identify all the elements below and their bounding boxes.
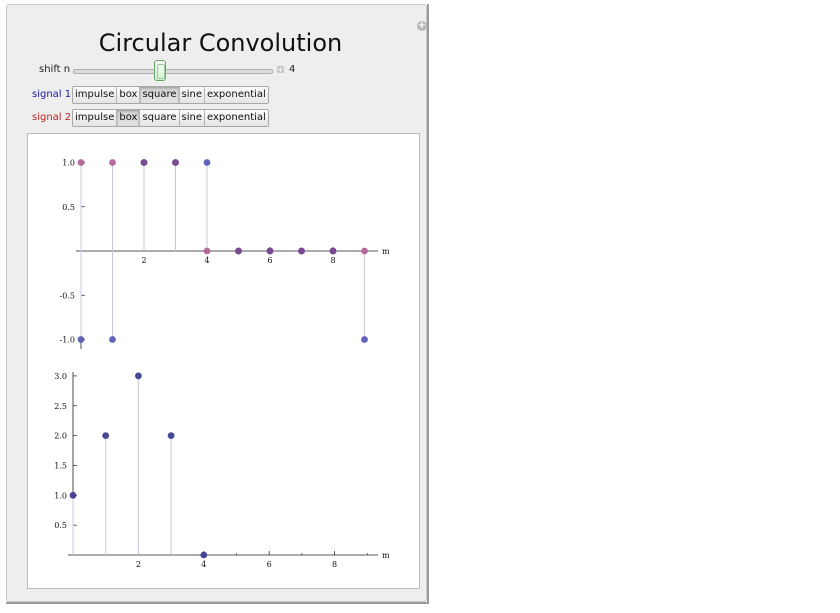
signal2-exponential-button[interactable]: exponential bbox=[205, 110, 268, 126]
data-point bbox=[77, 336, 85, 343]
x-tick-label: 2 bbox=[136, 560, 141, 569]
x-tick-label: 4 bbox=[201, 560, 206, 569]
data-point bbox=[109, 336, 116, 343]
data-point bbox=[329, 247, 337, 255]
y-tick-label: 1.5 bbox=[54, 461, 67, 470]
y-tick-label: -1.0 bbox=[60, 336, 75, 345]
options-plus-icon[interactable]: + bbox=[417, 20, 427, 31]
data-point bbox=[203, 247, 211, 255]
x-axis-label: m bbox=[382, 551, 390, 560]
y-tick-label: 0.5 bbox=[62, 203, 75, 212]
data-point bbox=[361, 247, 368, 255]
data-point bbox=[172, 159, 179, 166]
data-point bbox=[69, 491, 77, 499]
x-tick-label: 6 bbox=[267, 256, 272, 265]
data-point bbox=[167, 432, 175, 439]
data-point bbox=[135, 372, 142, 380]
x-tick-label: 8 bbox=[330, 256, 335, 265]
y-tick-label: -0.5 bbox=[60, 291, 75, 300]
signal2-impulse-button[interactable]: impulse bbox=[73, 110, 118, 126]
panel-title: Circular Convolution bbox=[98, 29, 343, 57]
signal1-impulse-button[interactable]: impulse bbox=[73, 87, 118, 103]
signal2-label: signal 2 bbox=[32, 112, 72, 123]
data-point bbox=[361, 336, 368, 343]
data-point bbox=[102, 432, 110, 439]
data-point bbox=[109, 159, 116, 166]
data-point bbox=[266, 247, 274, 255]
signal1-square-button[interactable]: square bbox=[140, 87, 180, 103]
signal2-sine-button[interactable]: sine bbox=[179, 110, 205, 126]
x-tick-label: 2 bbox=[141, 256, 146, 265]
y-tick-label: 2.0 bbox=[54, 432, 67, 441]
signal2-square-button[interactable]: square bbox=[140, 110, 180, 126]
signal1-box-button[interactable]: box bbox=[117, 87, 141, 103]
slider-expand-icon[interactable]: + bbox=[277, 65, 284, 74]
shift-slider-thumb[interactable] bbox=[154, 60, 167, 81]
shift-slider-track[interactable] bbox=[73, 69, 273, 74]
y-tick-label: 0.5 bbox=[54, 521, 67, 530]
data-point bbox=[200, 551, 208, 559]
y-tick-label: 1.0 bbox=[54, 491, 67, 500]
signal2-buttons: impulse box square sine exponential bbox=[72, 109, 269, 127]
panel-shadow bbox=[427, 4, 429, 604]
data-point bbox=[203, 159, 211, 166]
x-tick-label: 8 bbox=[332, 560, 337, 569]
x-axis-label: m bbox=[382, 247, 390, 256]
x-tick-label: 4 bbox=[204, 256, 209, 265]
y-tick-label: 2.5 bbox=[54, 402, 67, 411]
x-tick-label: 6 bbox=[267, 560, 272, 569]
data-point bbox=[140, 159, 148, 166]
signal2-box-button[interactable]: box bbox=[117, 110, 141, 126]
signal1-exponential-button[interactable]: exponential bbox=[205, 87, 268, 103]
signal1-buttons: impulse box square sine exponential bbox=[72, 86, 269, 104]
signal1-sine-button[interactable]: sine bbox=[179, 87, 205, 103]
manipulate-panel: + Circular Convolution shift n + 4 signa… bbox=[6, 4, 427, 602]
data-point bbox=[298, 247, 305, 255]
data-point bbox=[77, 159, 85, 166]
convolution-plots: 2 4 6 8 m 1.0 0.5 -0.5 -1.0 2 4 6 8 m 3.0 2.5 2.0 1.5 1.0 0… bbox=[54, 159, 390, 570]
signal1-label: signal 1 bbox=[32, 89, 72, 100]
data-point bbox=[235, 247, 242, 255]
panel-bottom-edge bbox=[6, 602, 429, 604]
shift-label: shift n bbox=[39, 64, 71, 75]
plot-area: 2 4 6 8 m 1.0 0.5 -0.5 -1.0 2 4 6 8 m 3.0 2.5 2.0 1.5 1.0 0… bbox=[27, 133, 420, 589]
y-tick-label: 3.0 bbox=[54, 372, 67, 381]
y-tick-label: 1.0 bbox=[62, 159, 75, 168]
shift-value: 4 bbox=[289, 64, 296, 75]
